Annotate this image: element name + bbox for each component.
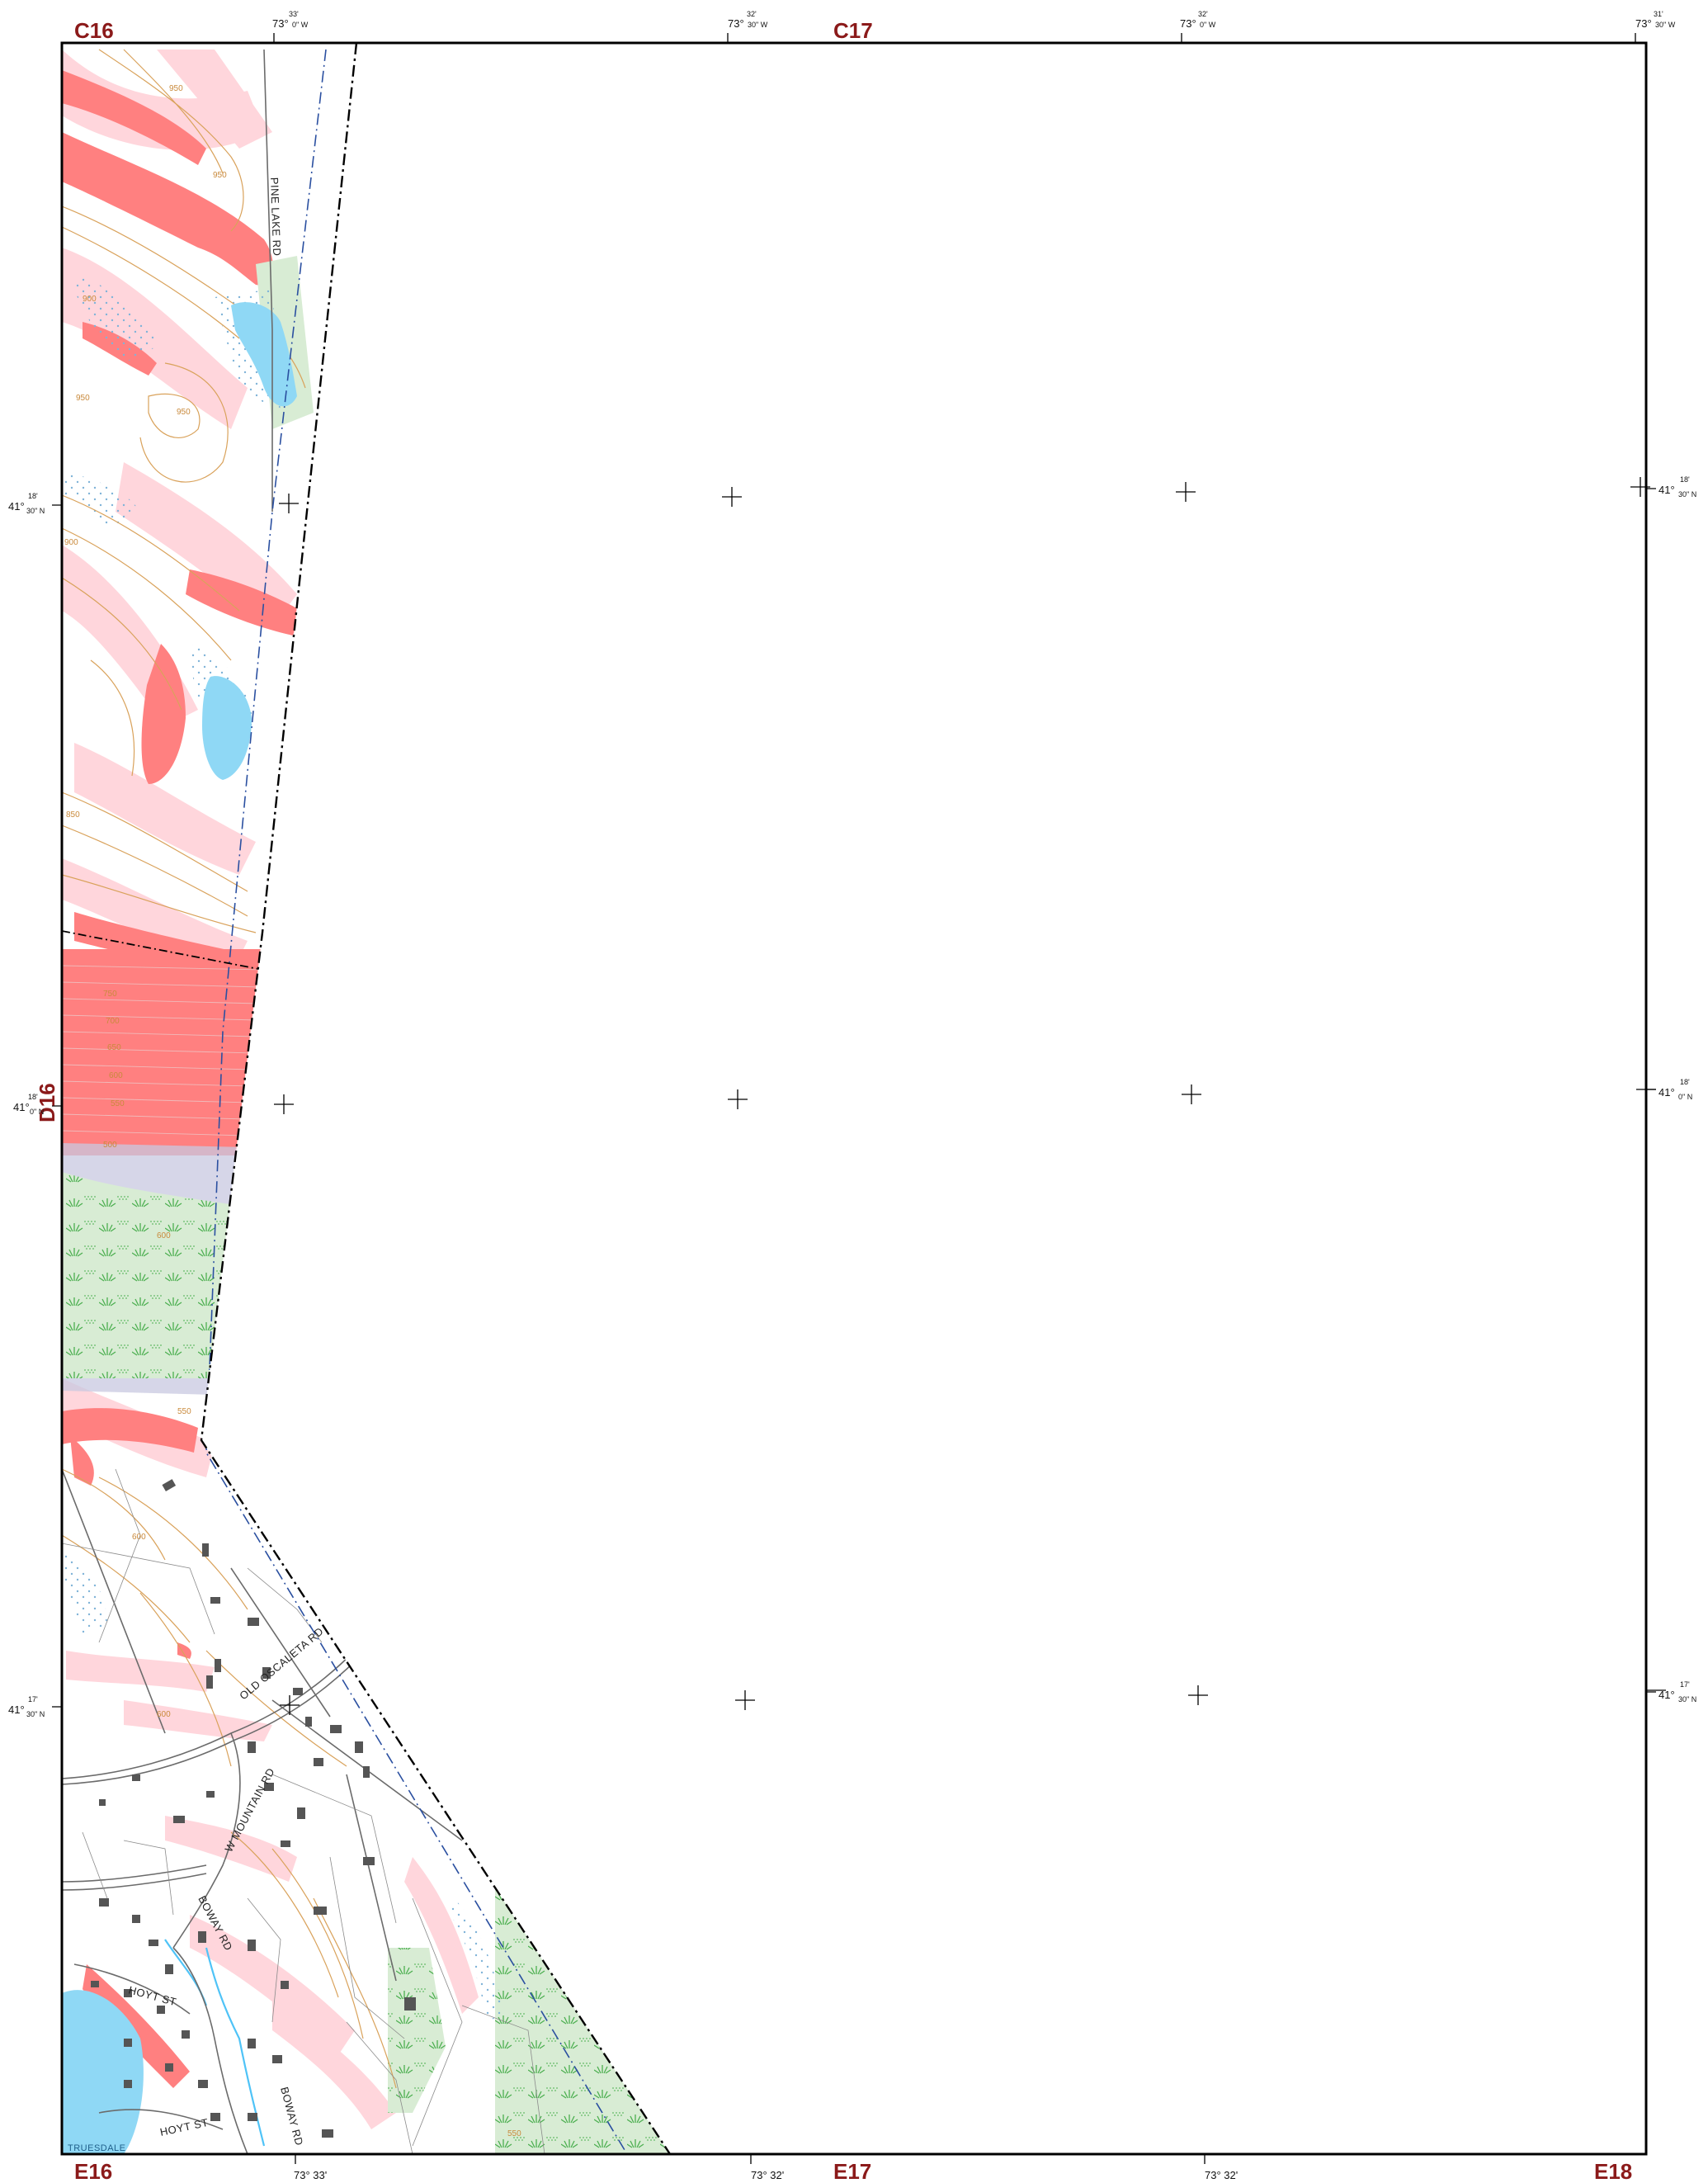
elevation-label: 650 [107,1043,121,1052]
map-content [62,43,670,2154]
sheet-label-e18: E18 [1594,2159,1632,2183]
lat-right-1-sec: 0" N [1678,1093,1692,1101]
elevation-label: 950 [169,84,183,93]
county-boundary-line [62,930,263,971]
elevation-label: 900 [83,295,97,304]
elevation-label: 950 [213,171,227,180]
lat-left-1-sec: 0" N [30,1108,44,1116]
lat-right-0-deg: 41° [1658,484,1675,496]
elevation-label: 600 [157,1710,171,1719]
elevation-label: 900 [64,538,78,547]
lon-top-1-sec: 30" W [748,21,768,29]
elevation-labels: 950 950 900 950 950 900 850 750 700 650 … [64,84,521,2138]
map-neatline [60,41,1648,2156]
sheet-label-e17: E17 [833,2159,871,2183]
lat-right-1-min: 18' [1680,1078,1690,1086]
sheet-label-c17: C17 [833,18,873,43]
road-label-pine-lake: PINE LAKE RD [268,177,283,257]
lon-top-0-deg: 73° [272,17,289,30]
elevation-label: 600 [157,1231,171,1240]
longitude-labels-bottom: 73° 33' 73° 32' 73° 32' [294,2169,1238,2181]
elevation-label: 600 [132,1533,146,1542]
elevation-label: 600 [109,1071,123,1080]
map-extent-boundary [200,42,672,2155]
elevation-label: 550 [507,2129,521,2138]
sheet-label-d16: D16 [35,1083,59,1122]
elevation-label: 700 [106,1017,120,1026]
longitude-labels-top: 33' 73° 0" W 32' 73° 30" W 32' 73° 0" W … [272,10,1676,30]
lon-top-1-deg: 73° [728,17,744,30]
lon-bottom-1: 73° 32' [751,2169,784,2181]
lat-left-2-deg: 41° [8,1703,25,1716]
buildings [91,1479,416,2138]
lat-left-0-deg: 41° [8,500,25,513]
steep-slope-areas [62,70,301,2088]
sheet-label-e16: E16 [74,2159,112,2183]
lat-right-2-deg: 41° [1658,1689,1675,1701]
lat-right-2-sec: 30" N [1678,1695,1696,1703]
lon-top-0-sec: 0" W [292,21,309,29]
lat-left-2-sec: 30" N [26,1710,45,1718]
elevation-label: 950 [76,394,90,403]
lat-left-0-min: 18' [28,492,38,500]
lat-left-2-min: 17' [28,1695,38,1703]
lon-bottom-2: 73° 32' [1205,2169,1238,2181]
elevation-label: 850 [66,810,80,820]
graticule-crosses [52,33,1666,2164]
town-boundary-line [205,49,628,2154]
parcel-lines [62,1468,545,2154]
lon-top-3-sec: 30" W [1655,21,1676,29]
elevation-label: 950 [177,408,191,417]
latitude-labels-right: 18' 41° 30" N 18' 41° 0" N 17' 41° 30" N [1658,475,1696,1703]
contour-lines [62,49,397,2089]
lon-top-0-min: 33' [289,10,299,18]
elevation-label: 500 [103,1141,117,1150]
lat-right-0-min: 18' [1680,475,1690,484]
lon-bottom-0: 73° 33' [294,2169,327,2181]
sheet-label-c16: C16 [74,18,114,43]
lon-top-2-sec: 0" W [1200,21,1216,29]
lat-left-1-min: 18' [28,1093,38,1101]
lon-top-3-deg: 73° [1635,17,1652,30]
lat-right-2-min: 17' [1680,1680,1690,1689]
lat-left-0-sec: 30" N [26,507,45,515]
lat-right-0-sec: 30" N [1678,490,1696,498]
lat-left-1-deg: 41° [13,1101,30,1113]
lat-right-1-deg: 41° [1658,1086,1675,1099]
place-label-truesdale: TRUESDALE [68,2143,126,2153]
elevation-label: 550 [177,1407,191,1416]
latitude-labels-left: 18' 41° 30" N 18' 41° 0" N 17' 41° 30" N [8,492,45,1718]
lon-top-2-deg: 73° [1180,17,1196,30]
lon-top-3-min: 31' [1654,10,1663,18]
lon-top-2-min: 32' [1198,10,1208,18]
water-bodies [62,302,379,2154]
lon-top-1-min: 32' [747,10,757,18]
elevation-label: 750 [103,990,117,999]
elevation-label: 550 [111,1099,125,1108]
